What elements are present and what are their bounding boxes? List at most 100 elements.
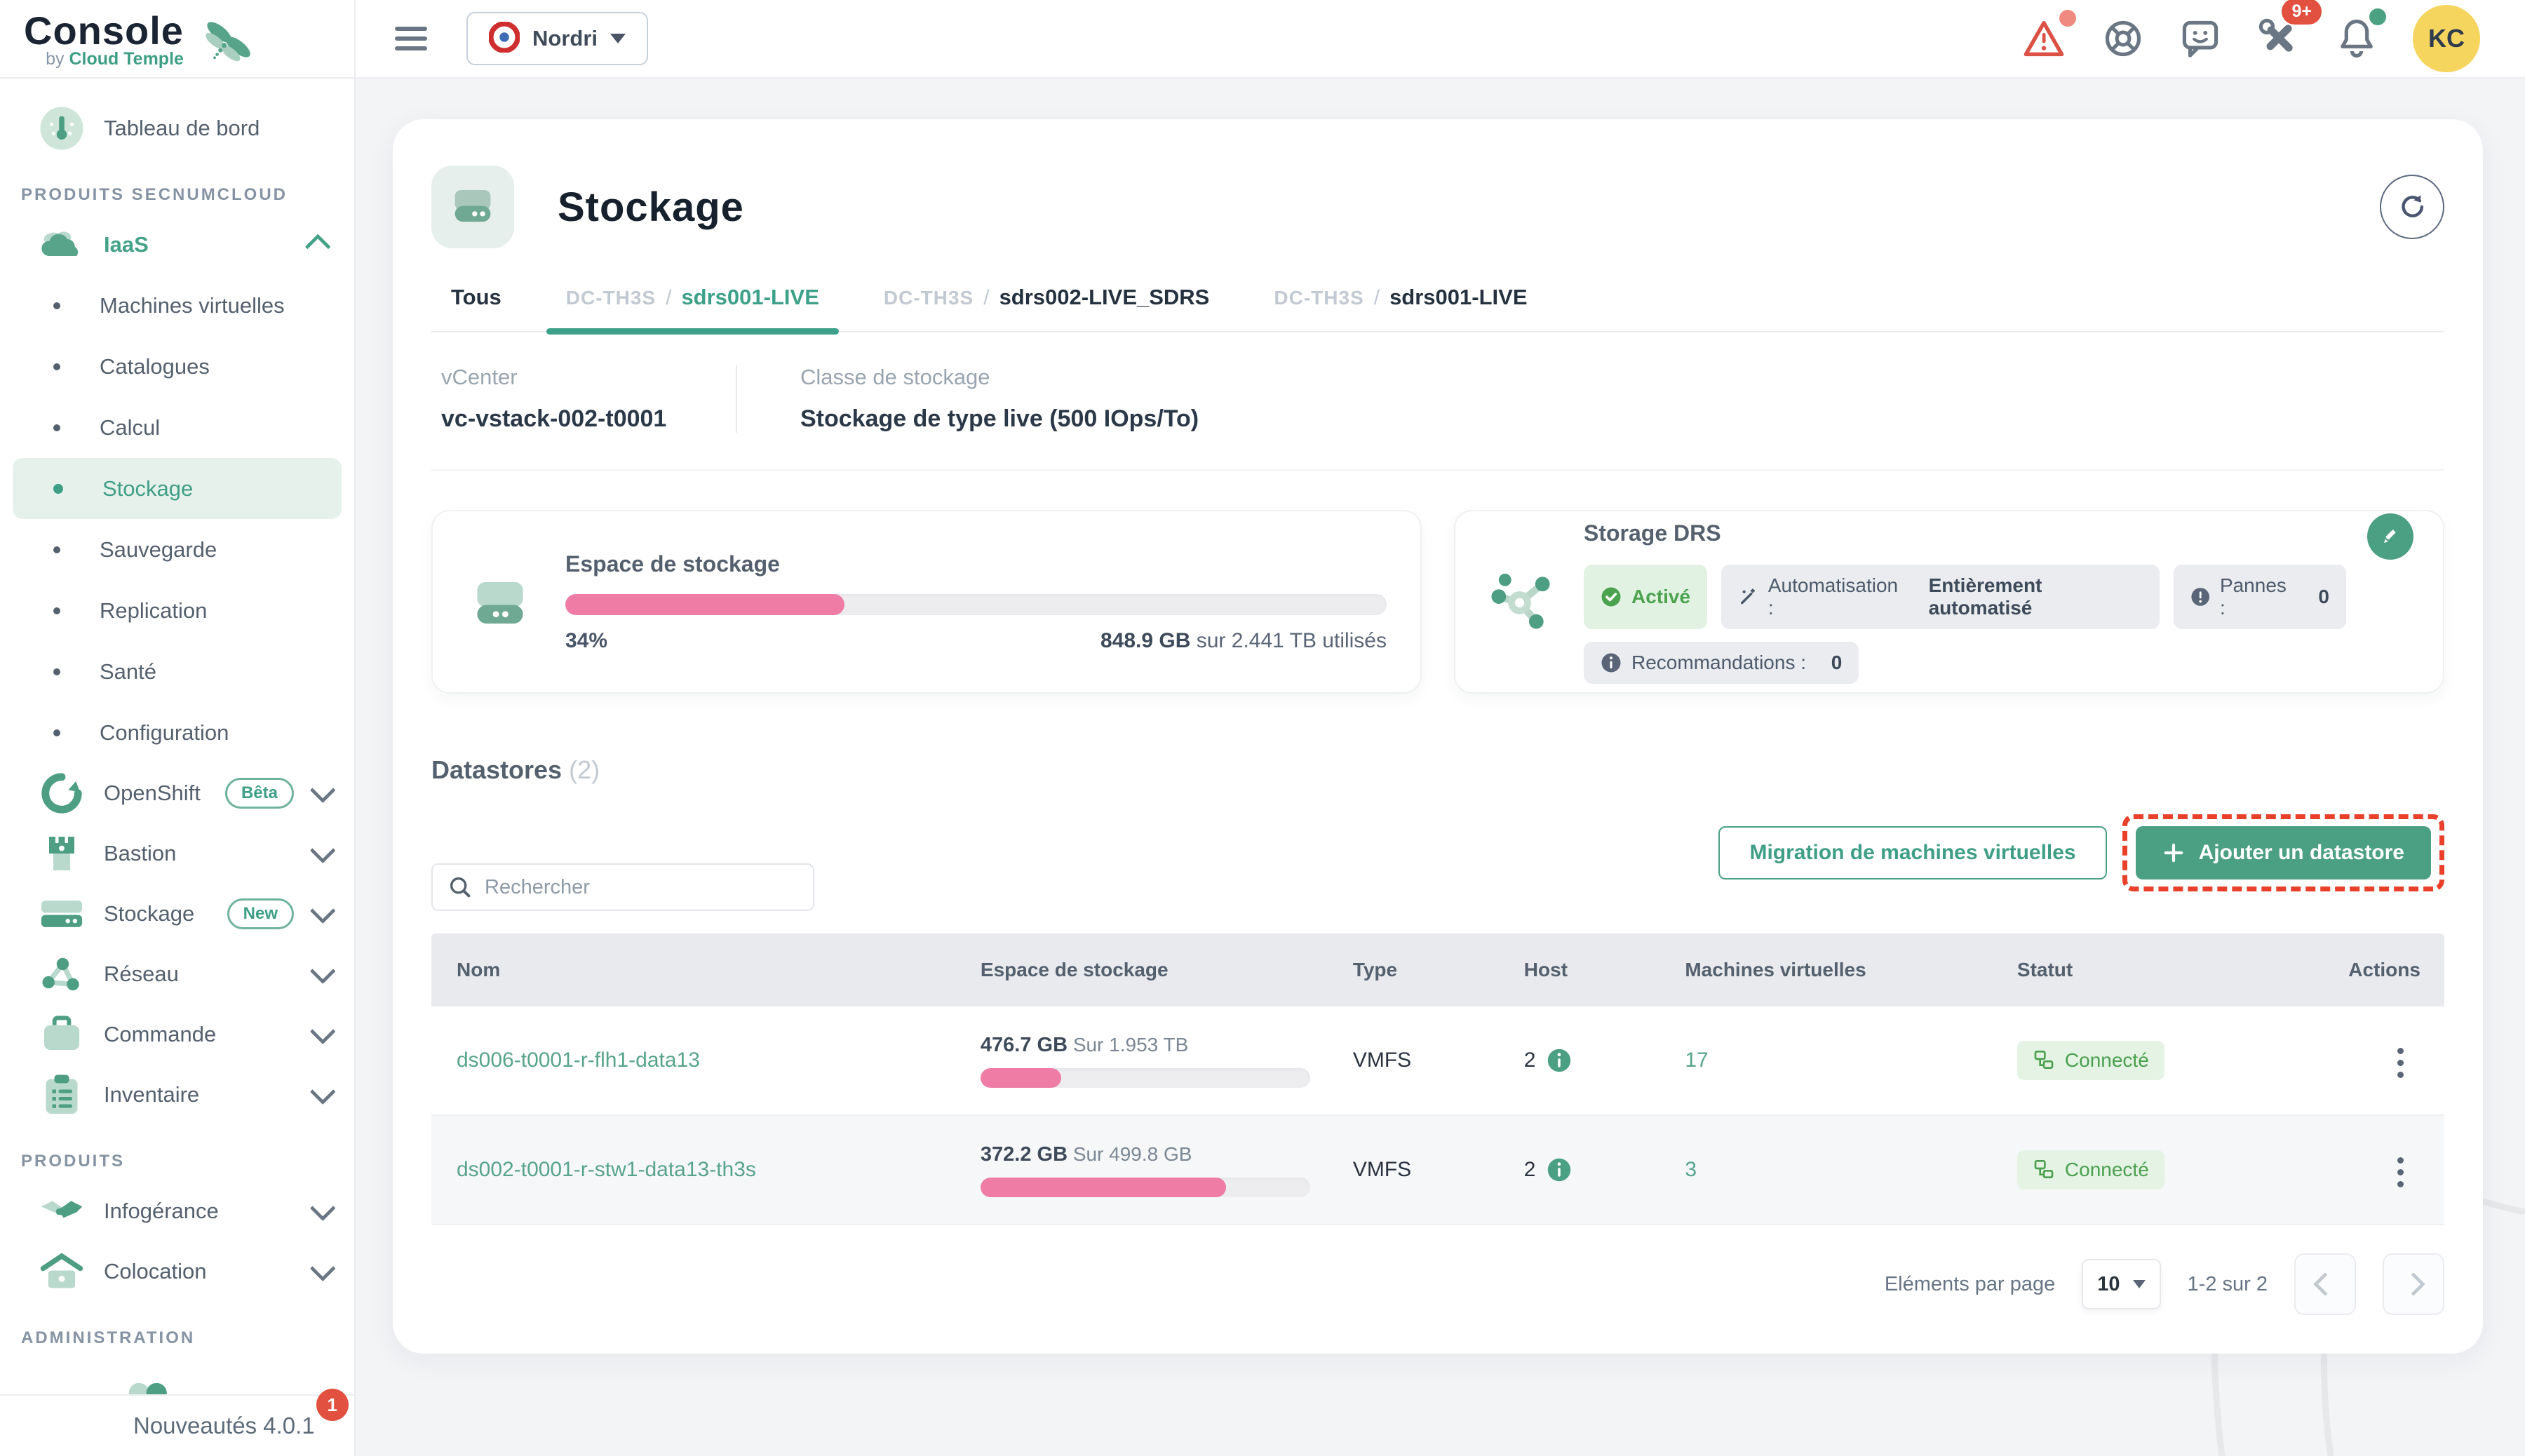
storage-space-card: Espace de stockage 34% 848.9 GB sur 2.44… xyxy=(431,510,1422,694)
annotation-highlight: Ajouter un datastore xyxy=(2122,814,2444,891)
sidebar-item-infogerance[interactable]: Infogérance xyxy=(0,1181,354,1241)
vm-count-link[interactable]: 17 xyxy=(1685,1049,1708,1072)
refresh-button[interactable] xyxy=(2380,175,2444,239)
dashboard-gauge-icon xyxy=(39,105,84,151)
datastore-name-link[interactable]: ds002-t0001-r-stw1-data13-th3s xyxy=(457,1158,756,1181)
brand-byline: by Cloud Temple xyxy=(46,49,184,69)
chevron-left-icon xyxy=(2313,1272,2337,1296)
row-progress-fill xyxy=(981,1068,1061,1088)
sidebar-item-label: Inventaire xyxy=(104,1082,311,1107)
drs-edit-button[interactable] xyxy=(2367,513,2413,560)
sidebar-item-sauvegarde[interactable]: Sauvegarde xyxy=(13,519,342,580)
support-button[interactable] xyxy=(2103,18,2143,59)
beta-badge: Bêta xyxy=(225,778,294,809)
sidebar-item-commande[interactable]: Commande xyxy=(0,1004,354,1065)
page-size-select[interactable]: 10 xyxy=(2082,1259,2160,1309)
tab-sdrs002-live-sdrs[interactable]: DC-TH3S / sdrs002-LIVE_SDRS xyxy=(884,285,1210,331)
tab-sdrs001-live-2[interactable]: DC-TH3S / sdrs001-LIVE xyxy=(1274,285,1527,331)
sidebar-item-label: Sauvegarde xyxy=(100,537,217,562)
tab-sdrs001-live[interactable]: DC-TH3S / sdrs001-LIVE xyxy=(566,285,819,331)
sidebar-item-label: Santé xyxy=(100,659,156,685)
sidebar-item-stockage-active[interactable]: Stockage xyxy=(13,458,342,519)
row-actions-menu[interactable] xyxy=(2381,1041,2420,1085)
sidebar-item-dashboard[interactable]: Tableau de bord xyxy=(0,98,354,159)
chevron-down-icon xyxy=(310,1018,336,1044)
alerts-button[interactable] xyxy=(2021,18,2066,59)
sidebar-item-replication[interactable]: Replication xyxy=(13,580,342,641)
table-row: ds002-t0001-r-stw1-data13-th3s 372.2 GB … xyxy=(431,1116,2444,1225)
datastores-heading: Datastores(2) xyxy=(431,755,2444,785)
storage-class-value: Stockage de type live (500 IOps/To) xyxy=(800,405,1199,433)
host-info-icon[interactable] xyxy=(1547,1048,1572,1073)
exclamation-icon xyxy=(2190,586,2210,607)
bullet-icon xyxy=(53,363,60,370)
storage-space-title: Espace de stockage xyxy=(565,551,1387,577)
drs-title: Storage DRS xyxy=(1584,520,2346,546)
sidebar-item-sante[interactable]: Santé xyxy=(13,641,342,702)
sidebar-item-label: Infogérance xyxy=(104,1199,311,1224)
row-progress-track xyxy=(981,1068,1310,1088)
tab-separator: / xyxy=(983,286,989,310)
storage-progress-track xyxy=(565,594,1387,615)
sidebar-item-calcul[interactable]: Calcul xyxy=(13,397,342,458)
table-row: ds006-t0001-r-flh1-data13 476.7 GB Sur 1… xyxy=(431,1006,2444,1116)
items-per-page-label: Eléments par page xyxy=(1885,1273,2055,1296)
chevron-down-icon xyxy=(310,1195,336,1221)
host-count: 2 xyxy=(1524,1049,1536,1072)
sidebar-item-catalogues[interactable]: Catalogues xyxy=(13,336,342,397)
previous-page-button[interactable] xyxy=(2294,1253,2356,1315)
status-badge: Connecté xyxy=(2017,1041,2164,1080)
sidebar-item-bastion[interactable]: Bastion xyxy=(0,823,354,884)
sidebar-item-inventaire[interactable]: Inventaire xyxy=(0,1065,354,1125)
sidebar-item-openshift[interactable]: OpenShift Bêta xyxy=(0,763,354,823)
tab-separator: / xyxy=(1374,286,1380,310)
whatsnew-count-badge: 1 xyxy=(316,1389,349,1421)
add-datastore-button[interactable]: Ajouter un datastore xyxy=(2136,826,2431,879)
chevron-down-icon xyxy=(2133,1280,2146,1288)
sidebar-item-label: Stockage xyxy=(102,476,193,501)
bullet-icon xyxy=(53,729,60,736)
avatar[interactable]: KC xyxy=(2413,5,2480,72)
sidebar-item-reseau[interactable]: Réseau xyxy=(0,944,354,1004)
next-page-button[interactable] xyxy=(2383,1253,2444,1315)
search-icon xyxy=(448,875,472,899)
tools-button[interactable]: 9+ xyxy=(2257,17,2301,60)
host-info-icon[interactable] xyxy=(1547,1157,1572,1182)
sidebar-item-configuration[interactable]: Configuration xyxy=(13,702,342,763)
sidebar-item-stockage-produit[interactable]: Stockage New xyxy=(0,884,354,944)
clipboard-icon xyxy=(39,1074,84,1116)
storage-drs-card: Storage DRS xyxy=(1454,510,2444,694)
handshake-icon xyxy=(39,1195,84,1227)
sidebar-item-machines-virtuelles[interactable]: Machines virtuelles xyxy=(13,275,342,336)
datastore-type: VMFS xyxy=(1347,1158,1519,1182)
brand-logo[interactable]: Console by Cloud Temple xyxy=(0,0,354,79)
whatsnew-bar[interactable]: Nouveautés 4.0.1 1 xyxy=(0,1394,354,1456)
migrate-vms-button[interactable]: Migration de machines virtuelles xyxy=(1718,826,2106,879)
search-input[interactable] xyxy=(485,876,779,899)
whatsnew-label: Nouveautés 4.0.1 xyxy=(133,1413,315,1438)
drs-cluster-icon xyxy=(1489,571,1556,633)
dragonfly-icon xyxy=(191,14,254,82)
sidebar-item-label: Stockage xyxy=(104,901,227,926)
drs-pannes-badge: Pannes : 0 xyxy=(2174,565,2346,629)
vm-count-link[interactable]: 3 xyxy=(1685,1158,1697,1181)
pagination: Eléments par page 10 1-2 sur 2 xyxy=(431,1253,2444,1315)
avatar-initials: KC xyxy=(2428,24,2465,53)
row-actions-menu[interactable] xyxy=(2381,1150,2420,1194)
tab-tous[interactable]: Tous xyxy=(451,285,501,331)
bullet-icon xyxy=(53,484,63,494)
page-content: Stockage Tous DC-TH3S / xyxy=(356,79,2525,1456)
sidebar-item-iaas[interactable]: IaaS xyxy=(0,215,354,275)
tools-count-badge: 9+ xyxy=(2282,0,2322,25)
col-header-vms: Machines virtuelles xyxy=(1679,959,2012,981)
sidebar-item-colocation[interactable]: Colocation xyxy=(0,1241,354,1302)
sidebar-item-label: Catalogues xyxy=(100,354,210,379)
chevron-down-icon xyxy=(610,34,626,43)
notifications-button[interactable] xyxy=(2337,17,2376,60)
page-size-value: 10 xyxy=(2097,1273,2120,1296)
feedback-button[interactable] xyxy=(2180,18,2221,59)
datastore-name-link[interactable]: ds006-t0001-r-flh1-data13 xyxy=(457,1049,700,1072)
hamburger-menu-icon[interactable] xyxy=(395,21,427,56)
sidebar-item-label: Machines virtuelles xyxy=(100,293,285,318)
organization-selector[interactable]: Nordri xyxy=(466,12,648,65)
